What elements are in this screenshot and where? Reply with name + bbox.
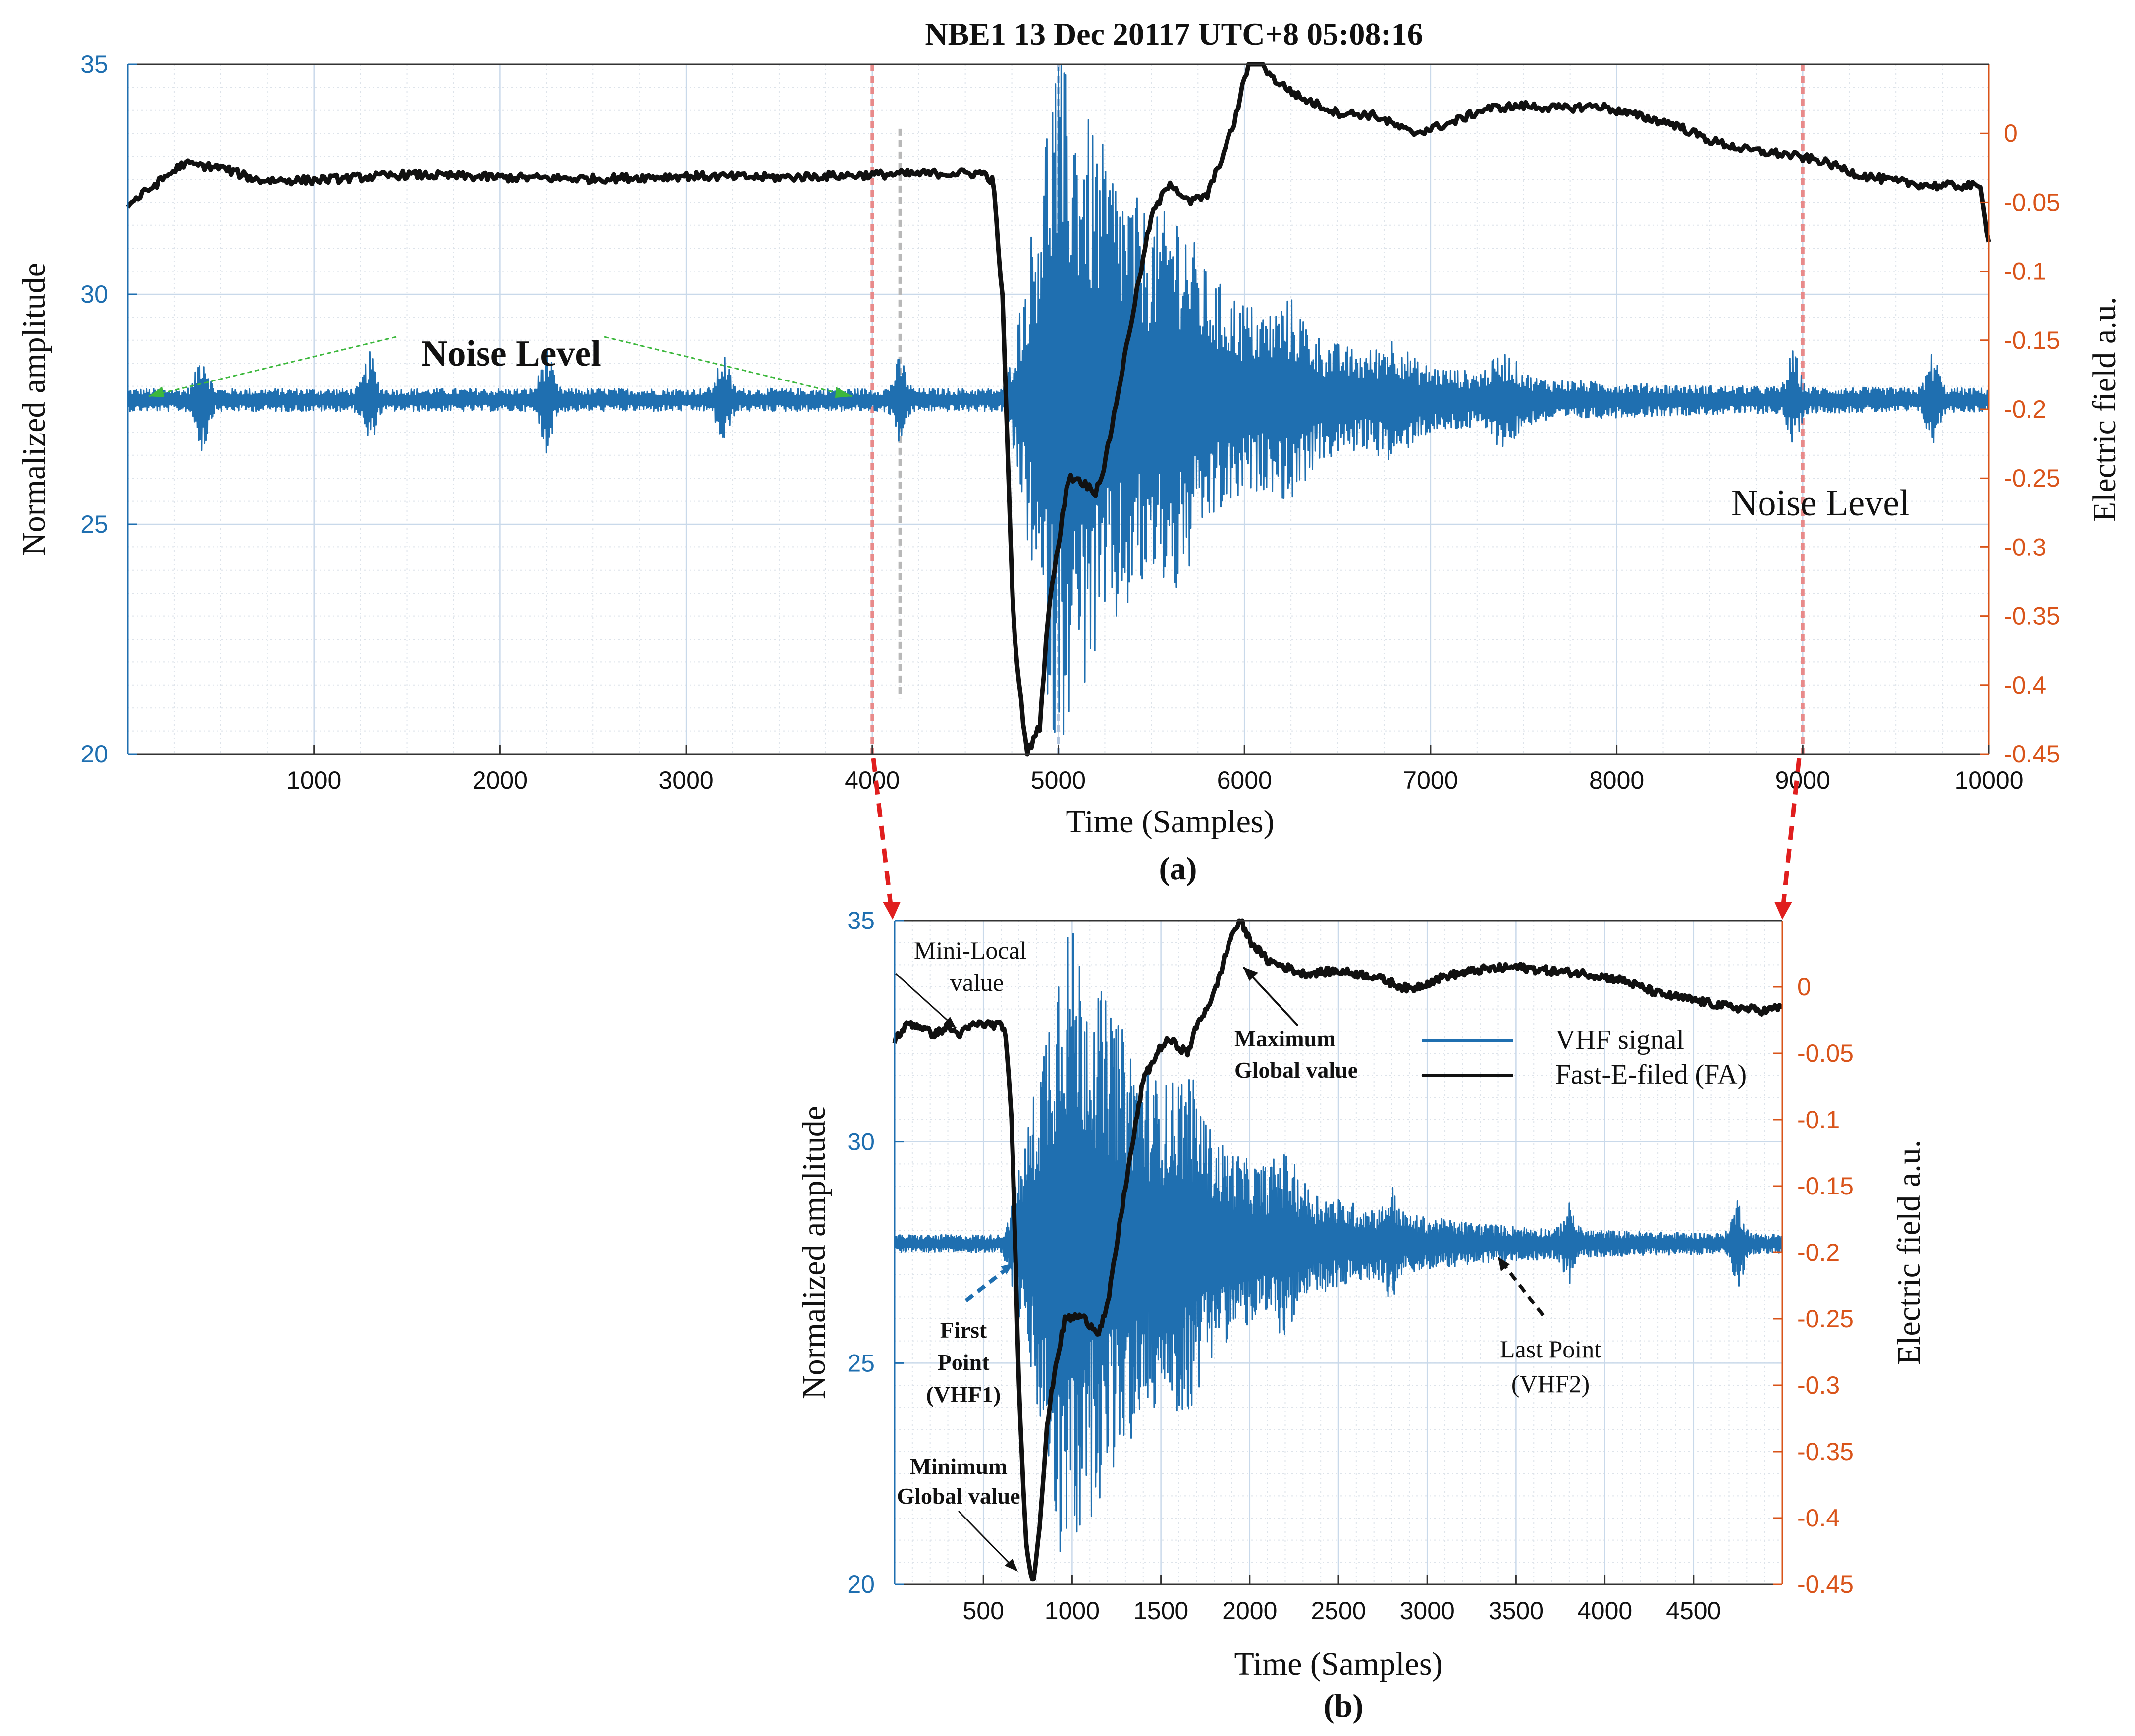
y-left-tick-label: 20	[80, 740, 108, 768]
panel-b-axes: 500 1000 1500 2000 2500 3000 3500 4000 4500 35 30 2…	[847, 907, 1854, 1625]
vhf-signal-line	[127, 63, 1990, 735]
y-right-tick-label: -0.45	[1797, 1571, 1854, 1598]
legend-fa-label: Fast-E-filed (FA)	[1555, 1059, 1747, 1090]
annotation-min-line1: Minimum	[910, 1454, 1008, 1479]
y-left-tick-label: 35	[847, 907, 875, 934]
panel-b-fa-series	[892, 918, 1783, 1582]
y-left-tick-label: 35	[80, 51, 108, 78]
x-tick-label: 8000	[1589, 766, 1644, 794]
panel-b-vhf-series	[894, 933, 1783, 1552]
y-right-tick-label: -0.35	[1797, 1438, 1854, 1465]
panel-a-fa-series	[126, 62, 1991, 757]
x-tick-label: 1000	[1045, 1597, 1100, 1625]
zoom-connectors	[871, 758, 1802, 920]
annotation-max-line2: Global value	[1234, 1057, 1358, 1083]
x-tick-label: 7000	[1403, 766, 1458, 794]
noise-level-annotation-left: Noise Level	[148, 333, 853, 398]
panel-a-x-label: Time (Samples)	[1066, 804, 1274, 840]
panel-a-axes: 1000 2000 3000 4000 5000 6000 7000 8000 9000 1000…	[80, 51, 2060, 794]
x-tick-label: 2000	[473, 766, 528, 794]
chart-title: NBE1 13 Dec 20117 UTC+8 05:08:16	[925, 16, 1423, 52]
x-tick-label: 4000	[1577, 1597, 1632, 1625]
x-tick-label: 10000	[1954, 766, 2023, 794]
annotation-last-point: Last Point (VHF2)	[1498, 1257, 1601, 1398]
y-right-tick-label: -0.4	[1797, 1504, 1840, 1532]
y-right-tick-label: 0	[1797, 973, 1811, 1001]
y-left-tick-label: 25	[847, 1349, 875, 1377]
x-tick-label: 4500	[1666, 1597, 1721, 1625]
annotation-max-line1: Maximum	[1234, 1026, 1335, 1051]
y-right-tick-label: -0.05	[1797, 1039, 1854, 1067]
y-right-tick-label: -0.1	[1797, 1106, 1840, 1134]
x-tick-label: 5000	[1031, 766, 1086, 794]
y-right-tick-label: 0	[2004, 119, 2018, 147]
y-right-tick-label: -0.3	[2004, 533, 2046, 561]
x-tick-label: 2500	[1311, 1597, 1366, 1625]
annotation-first-line2: Point	[938, 1350, 990, 1375]
y-right-tick-label: -0.2	[2004, 395, 2046, 423]
vhf-signal-line	[894, 933, 1783, 1552]
panel-b-caption: (b)	[1324, 1688, 1364, 1724]
annotation-last-line1: Last Point	[1500, 1335, 1601, 1363]
panel-b-x-label: Time (Samples)	[1234, 1646, 1442, 1682]
annotation-minimum-global: Minimum Global value	[897, 1454, 1020, 1572]
x-tick-label: 1500	[1133, 1597, 1188, 1625]
x-tick-label: 3500	[1489, 1597, 1544, 1625]
panel-b-y-label-left: Normalized amplitude	[796, 1106, 832, 1399]
annotation-mini-local: Mini-Local value	[895, 936, 1027, 1029]
x-tick-label: 3000	[1400, 1597, 1455, 1625]
legend-vhf-label: VHF signal	[1555, 1025, 1684, 1055]
panel-a-y-label-right: Electric field a.u.	[2086, 297, 2123, 522]
panel-a-caption: (a)	[1159, 851, 1197, 887]
y-right-tick-label: -0.05	[2004, 188, 2060, 216]
panel-b: 500 1000 1500 2000 2500 3000 3500 4000 4500 35 30 2…	[796, 907, 1927, 1724]
y-left-tick-label: 20	[847, 1571, 875, 1598]
annotation-last-line2: (VHF2)	[1511, 1370, 1590, 1398]
annotation-mini-local-line1: Mini-Local	[914, 936, 1027, 964]
panel-a-vhf-series	[127, 63, 1990, 735]
annotation-mini-local-line2: value	[950, 969, 1004, 996]
y-right-tick-label: -0.15	[1797, 1172, 1854, 1200]
panel-b-y-label-right: Electric field a.u.	[1891, 1140, 1927, 1365]
annotation-first-point: First Point (VHF1)	[926, 1263, 1013, 1407]
noise-level-label-right: Noise Level	[1731, 483, 1910, 524]
y-right-tick-label: -0.2	[1797, 1239, 1840, 1266]
y-left-tick-label: 25	[80, 510, 108, 538]
noise-level-label-bold: Noise Level	[421, 333, 601, 374]
annotation-first-line3: (VHF1)	[926, 1382, 1001, 1407]
y-left-tick-label: 30	[847, 1128, 875, 1156]
x-tick-label: 3000	[658, 766, 713, 794]
panel-a: 1000 2000 3000 4000 5000 6000 7000 8000 9000 1000…	[16, 51, 2123, 887]
annotation-first-line1: First	[940, 1317, 987, 1343]
fast-e-field-line	[892, 918, 1783, 1582]
panel-a-y-label-left: Normalized amplitude	[16, 263, 52, 556]
x-tick-label: 4000	[845, 766, 900, 794]
x-tick-label: 2000	[1222, 1597, 1277, 1625]
fast-e-field-line	[126, 62, 1991, 757]
y-right-tick-label: -0.15	[2004, 326, 2060, 354]
y-right-tick-label: -0.25	[2004, 464, 2060, 492]
y-right-tick-label: -0.45	[2004, 740, 2060, 768]
x-tick-label: 1000	[286, 766, 341, 794]
annotation-maximum-global: Maximum Global value	[1234, 966, 1358, 1083]
x-tick-label: 500	[962, 1597, 1004, 1625]
y-right-tick-label: -0.4	[2004, 671, 2046, 699]
y-right-tick-label: -0.25	[1797, 1305, 1854, 1333]
annotation-min-line2: Global value	[897, 1483, 1020, 1509]
x-tick-label: 6000	[1217, 766, 1272, 794]
y-right-tick-label: -0.1	[2004, 258, 2046, 285]
y-right-tick-label: -0.3	[1797, 1371, 1840, 1399]
x-tick-label: 9000	[1775, 766, 1830, 794]
legend: VHF signal Fast-E-filed (FA)	[1422, 1025, 1747, 1090]
y-right-tick-label: -0.35	[2004, 602, 2060, 630]
y-left-tick-label: 30	[80, 280, 108, 308]
